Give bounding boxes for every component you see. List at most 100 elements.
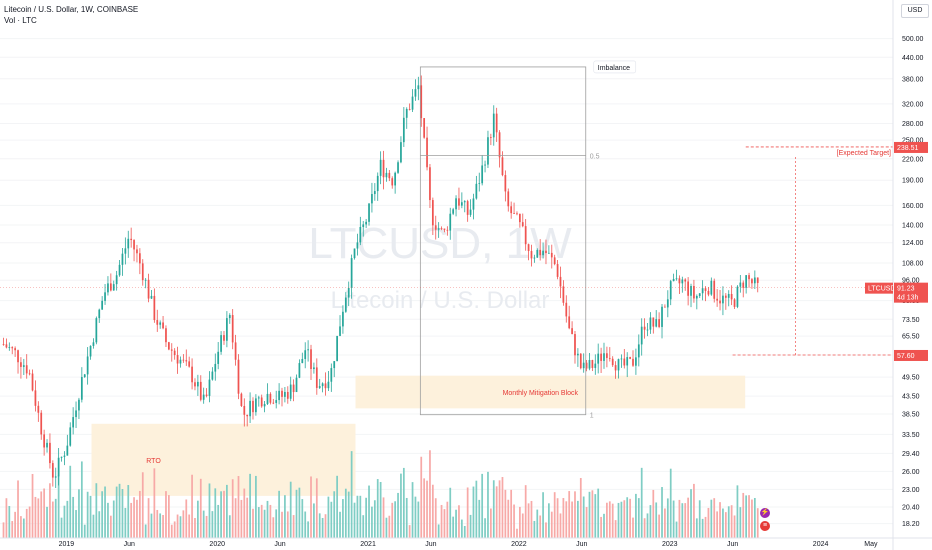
target-price-tag [894, 141, 928, 153]
last-symbol-text: LTCUSD [868, 286, 895, 293]
volume-bar [342, 499, 344, 538]
volume-bar [214, 488, 217, 538]
candle-body [579, 353, 582, 369]
volume-bar [98, 511, 101, 538]
volume-bar [646, 513, 649, 538]
volume-bar [574, 491, 576, 538]
volume-indicator-label[interactable]: Vol · LTC [4, 16, 37, 25]
currency-button[interactable]: USD [901, 4, 929, 18]
chart-title[interactable]: Litecoin / U.S. Dollar, 1W, COINBASE [4, 5, 139, 14]
volume-bar [475, 480, 478, 538]
zone-box [91, 423, 356, 496]
lightning-icon[interactable]: ⚡ [760, 508, 770, 518]
candle-body [603, 353, 605, 361]
volume-bar [579, 478, 582, 538]
candle-body [49, 442, 51, 464]
volume-bar [603, 513, 605, 538]
candle-body [176, 355, 179, 364]
volume-bar [484, 518, 486, 538]
candle-body [501, 157, 504, 176]
volume-bar [60, 517, 63, 538]
volume-bar [443, 509, 446, 538]
candle-body [527, 244, 530, 252]
price-tick-label: 73.50 [902, 317, 920, 324]
candle-body [5, 344, 8, 348]
candle-body [173, 350, 176, 356]
price-tick-label: 124.00 [902, 240, 924, 247]
volume-bar [521, 513, 524, 538]
volume-bar [582, 496, 585, 538]
candle-body [597, 353, 600, 364]
volume-bar [426, 480, 428, 538]
volume-bar [31, 473, 34, 538]
volume-bars [2, 450, 759, 538]
candle-body [57, 457, 60, 477]
last-price-tag [894, 282, 928, 303]
candle-body [559, 276, 562, 287]
volume-bar [176, 514, 179, 538]
price-tick-label: 18.20 [902, 521, 920, 528]
volume-bar [136, 499, 138, 538]
volume-bar [481, 473, 484, 538]
volume-bar [75, 510, 77, 538]
price-tick-label: 20.40 [902, 504, 920, 511]
price-axis[interactable]: 18.20 20.40 23.00 26.00 29.40 33.50 38.50 43.50… [892, 0, 924, 550]
volume-bar [80, 461, 83, 538]
volume-bar [684, 503, 687, 538]
volume-bar [72, 496, 75, 538]
price-tick-label: 320.00 [902, 101, 924, 108]
candle-body [266, 393, 269, 404]
volume-bar [623, 500, 626, 538]
candle-body [34, 390, 37, 406]
candle-body [756, 277, 759, 283]
volume-bar [205, 515, 208, 538]
candle-body [220, 335, 222, 352]
candle-body [165, 328, 167, 343]
volume-bar [66, 500, 69, 538]
volume-bar [220, 491, 222, 538]
last-price-text: 91.23 [897, 286, 915, 293]
volume-bar [185, 499, 188, 538]
candle-body [14, 348, 16, 351]
candle-body [701, 288, 704, 294]
volume-bar [356, 495, 359, 538]
candle-body [562, 286, 565, 303]
candle-body [704, 288, 707, 291]
candle-body [8, 347, 11, 348]
mitigation-block-label: Monthly Mitigation Block [503, 390, 579, 397]
volume-bar [49, 483, 51, 538]
volume-bar [333, 491, 336, 538]
volume-bar [423, 478, 426, 538]
candle-body [205, 394, 208, 396]
candle-body [257, 397, 260, 399]
volume-bar [104, 486, 106, 538]
candle-body [298, 363, 301, 378]
candle-body [745, 275, 748, 288]
candle-body [333, 361, 336, 369]
volume-bar [243, 488, 246, 538]
volume-bar [130, 502, 133, 538]
candle-body [72, 417, 75, 428]
us-flag-icon[interactable]: ≡ [760, 521, 770, 531]
candle-body [478, 183, 481, 185]
volume-bar [318, 513, 321, 538]
candle-body [202, 394, 205, 400]
candle-body [417, 85, 420, 90]
volume-bar [275, 509, 278, 538]
candle-body [194, 382, 196, 387]
time-axis[interactable]: 2019 Jun 2020 Jun 2021 Jun 2022 Jun 2023 Jun 2024 M… [0, 537, 932, 548]
volume-bar [635, 493, 637, 538]
candle-body [397, 162, 399, 173]
candle-body [356, 242, 359, 249]
volume-bar [664, 508, 666, 538]
candle-body [240, 393, 243, 406]
expected-target-label: [Expected Target] [837, 150, 891, 157]
candle-body [577, 353, 579, 356]
candle-body [40, 412, 43, 435]
volume-bar [281, 511, 283, 538]
candle-body [324, 383, 327, 389]
candle-body [336, 335, 338, 362]
volume-bar [501, 477, 504, 538]
candle-body [716, 298, 719, 301]
